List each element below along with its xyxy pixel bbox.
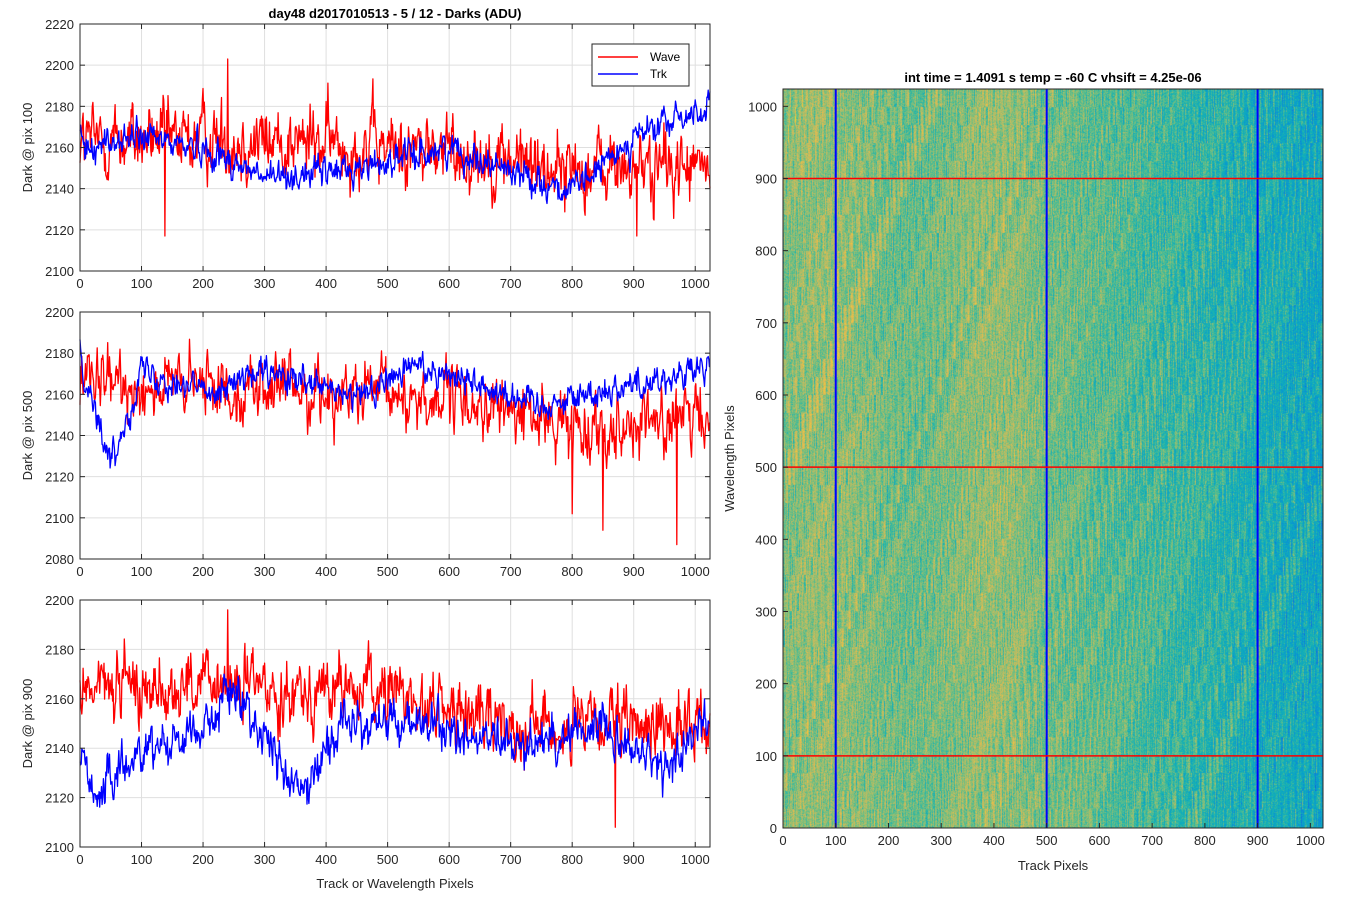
x-tick-label: 300	[254, 276, 276, 291]
x-tick-label: 400	[315, 852, 337, 867]
plot-pix900: 0 100 200 300 400 500 600 700 800 900 1000 2100 2120…	[20, 593, 711, 891]
heatmap-plot: 0 100 200 300 400 500 600 700 800 900 1000 0 100 200 3…	[722, 70, 1325, 873]
series-line-trk	[79, 673, 711, 808]
x-tick-label: 700	[1141, 833, 1163, 848]
x-tick-label: 100	[131, 852, 153, 867]
chart-title: day48 d2017010513 - 5 / 12 - Darks (ADU)	[269, 6, 522, 21]
y-tick-label: 2080	[45, 552, 74, 567]
x-tick-label: 800	[1194, 833, 1216, 848]
x-tick-label: 500	[377, 276, 399, 291]
x-tick-label: 700	[500, 276, 522, 291]
y-tick-label: 600	[755, 388, 777, 403]
x-tick-label: 200	[192, 852, 214, 867]
y-tick-label: 1000	[748, 99, 777, 114]
x-tick-label: 200	[192, 276, 214, 291]
y-tick-label: 700	[755, 316, 777, 331]
y-tick-label: 2100	[45, 511, 74, 526]
y-tick-label: 200	[755, 677, 777, 692]
y-axis-label: Dark @ pix 100	[20, 103, 35, 193]
x-tick-label: 800	[561, 276, 583, 291]
y-axis-label: Dark @ pix 500	[20, 391, 35, 481]
y-tick-label: 800	[755, 244, 777, 259]
y-axis-label: Dark @ pix 900	[20, 679, 35, 769]
y-tick-label: 2180	[45, 346, 74, 361]
x-tick-label: 400	[315, 276, 337, 291]
x-tick-label: 0	[779, 833, 786, 848]
x-tick-label: 100	[131, 564, 153, 579]
y-tick-label: 500	[755, 460, 777, 475]
x-tick-label: 700	[500, 852, 522, 867]
y-tick-label: 900	[755, 171, 777, 186]
x-axis-label: Track Pixels	[1018, 858, 1089, 873]
axes-box	[782, 88, 1324, 829]
y-tick-label: 100	[755, 749, 777, 764]
series-line-wave	[79, 338, 711, 546]
x-tick-label: 100	[825, 833, 847, 848]
y-tick-label: 0	[770, 821, 777, 836]
y-tick-label: 2160	[45, 387, 74, 402]
x-tick-label: 200	[878, 833, 900, 848]
y-tick-label: 2200	[45, 305, 74, 320]
x-tick-label: 0	[76, 276, 83, 291]
x-tick-label: 800	[561, 852, 583, 867]
y-tick-label: 2140	[45, 182, 74, 197]
plot-pix100: 0 100 200 300 400 500 600 700 800 900 1000 2100 2120…	[20, 6, 711, 291]
y-tick-label: 2120	[45, 791, 74, 806]
axes-box	[79, 599, 711, 848]
y-tick-label: 2120	[45, 223, 74, 238]
y-tick-label: 2100	[45, 264, 74, 279]
y-tick-label: 2180	[45, 99, 74, 114]
y-tick-label: 300	[755, 604, 777, 619]
x-tick-label: 300	[254, 852, 276, 867]
x-tick-label: 900	[1247, 833, 1269, 848]
y-tick-label: 2140	[45, 741, 74, 756]
plot-pix500: 0 100 200 300 400 500 600 700 800 900 1000 2080 2100…	[20, 305, 711, 579]
x-tick-label: 800	[561, 564, 583, 579]
x-tick-label: 400	[983, 833, 1005, 848]
x-tick-label: 1000	[681, 852, 710, 867]
x-tick-label: 600	[438, 564, 460, 579]
x-axis-label: Track or Wavelength Pixels	[316, 876, 474, 891]
x-tick-label: 900	[623, 276, 645, 291]
x-tick-label: 600	[438, 276, 460, 291]
x-tick-label: 900	[623, 852, 645, 867]
y-tick-label: 2140	[45, 429, 74, 444]
legend-label-wave: Wave	[650, 50, 681, 64]
legend-label-trk: Trk	[650, 67, 668, 81]
x-tick-label: 100	[131, 276, 153, 291]
x-tick-label: 1000	[1296, 833, 1325, 848]
series-line-trk	[79, 339, 711, 469]
y-tick-label: 2220	[45, 17, 74, 32]
x-tick-label: 300	[930, 833, 952, 848]
x-tick-label: 0	[76, 564, 83, 579]
y-axis-label: Wavelength Pixels	[722, 405, 737, 512]
y-tick-label: 2160	[45, 141, 74, 156]
x-tick-label: 500	[377, 564, 399, 579]
x-tick-label: 1000	[681, 276, 710, 291]
x-tick-label: 200	[192, 564, 214, 579]
x-tick-label: 600	[1089, 833, 1111, 848]
x-tick-label: 700	[500, 564, 522, 579]
x-tick-label: 600	[438, 852, 460, 867]
y-tick-label: 2180	[45, 642, 74, 657]
y-tick-label: 2200	[45, 593, 74, 608]
x-tick-label: 0	[76, 852, 83, 867]
chart-title: int time = 1.4091 s temp = -60 C vhsift …	[904, 70, 1201, 85]
x-tick-label: 900	[623, 564, 645, 579]
x-tick-label: 500	[1036, 833, 1058, 848]
x-tick-label: 1000	[681, 564, 710, 579]
y-tick-label: 2120	[45, 470, 74, 485]
x-tick-label: 500	[377, 852, 399, 867]
series-line-wave	[79, 58, 711, 237]
legend-box	[591, 43, 690, 87]
series-line-trk	[79, 89, 711, 205]
heatmap-image	[783, 89, 1323, 828]
y-tick-label: 2160	[45, 692, 74, 707]
y-tick-label: 400	[755, 532, 777, 547]
y-tick-label: 2200	[45, 58, 74, 73]
y-tick-label: 2100	[45, 840, 74, 855]
x-tick-label: 300	[254, 564, 276, 579]
x-tick-label: 400	[315, 564, 337, 579]
